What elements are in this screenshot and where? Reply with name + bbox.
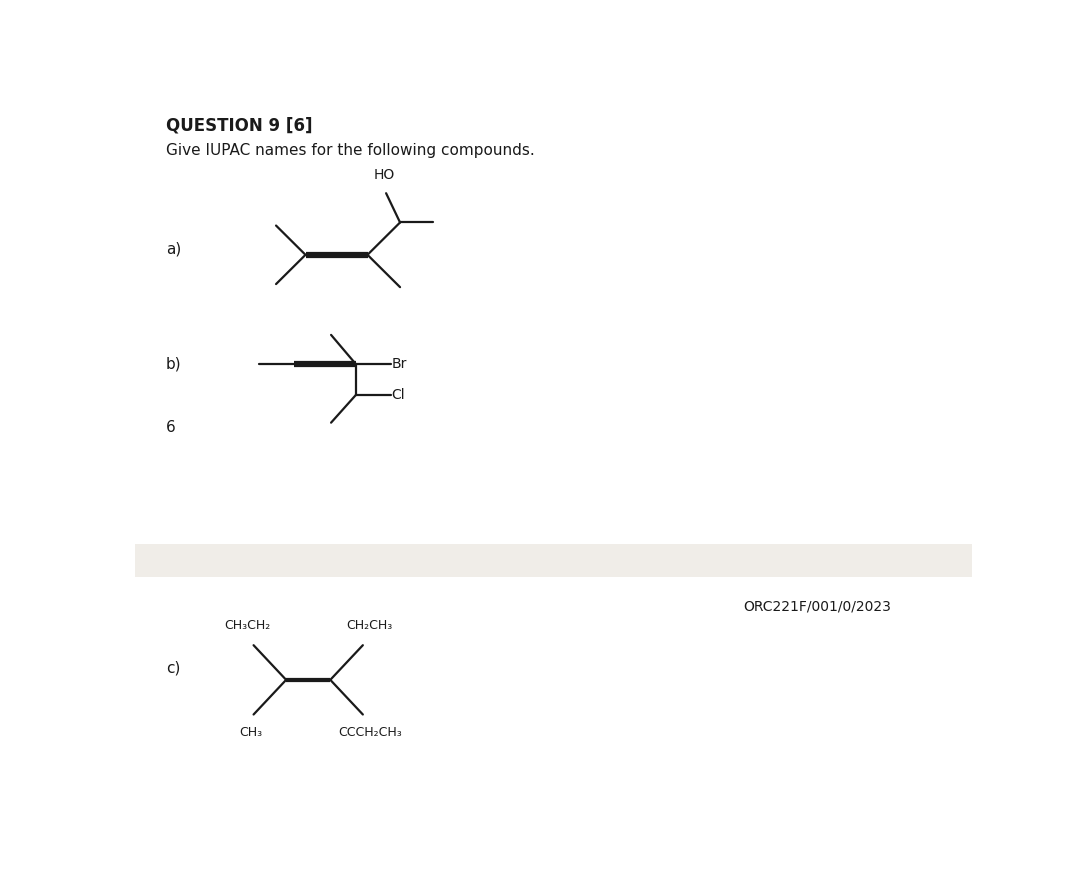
Text: ORC221F/001/0/2023: ORC221F/001/0/2023 bbox=[743, 600, 891, 613]
Text: HO: HO bbox=[374, 168, 395, 182]
Text: CH₃CH₂: CH₃CH₂ bbox=[225, 620, 270, 632]
Text: c): c) bbox=[166, 661, 180, 676]
Bar bbox=[135, 543, 972, 577]
Text: 6: 6 bbox=[166, 419, 176, 435]
Text: CH₂CH₃: CH₂CH₃ bbox=[346, 620, 392, 632]
Text: Br: Br bbox=[392, 358, 407, 371]
Text: CH₃: CH₃ bbox=[239, 726, 262, 739]
Text: Cl: Cl bbox=[392, 388, 405, 402]
Text: a): a) bbox=[166, 241, 181, 256]
Text: QUESTION 9 [6]: QUESTION 9 [6] bbox=[166, 117, 312, 135]
Text: CCCH₂CH₃: CCCH₂CH₃ bbox=[339, 726, 403, 739]
Text: Give IUPAC names for the following compounds.: Give IUPAC names for the following compo… bbox=[166, 142, 535, 158]
Text: b): b) bbox=[166, 357, 181, 372]
